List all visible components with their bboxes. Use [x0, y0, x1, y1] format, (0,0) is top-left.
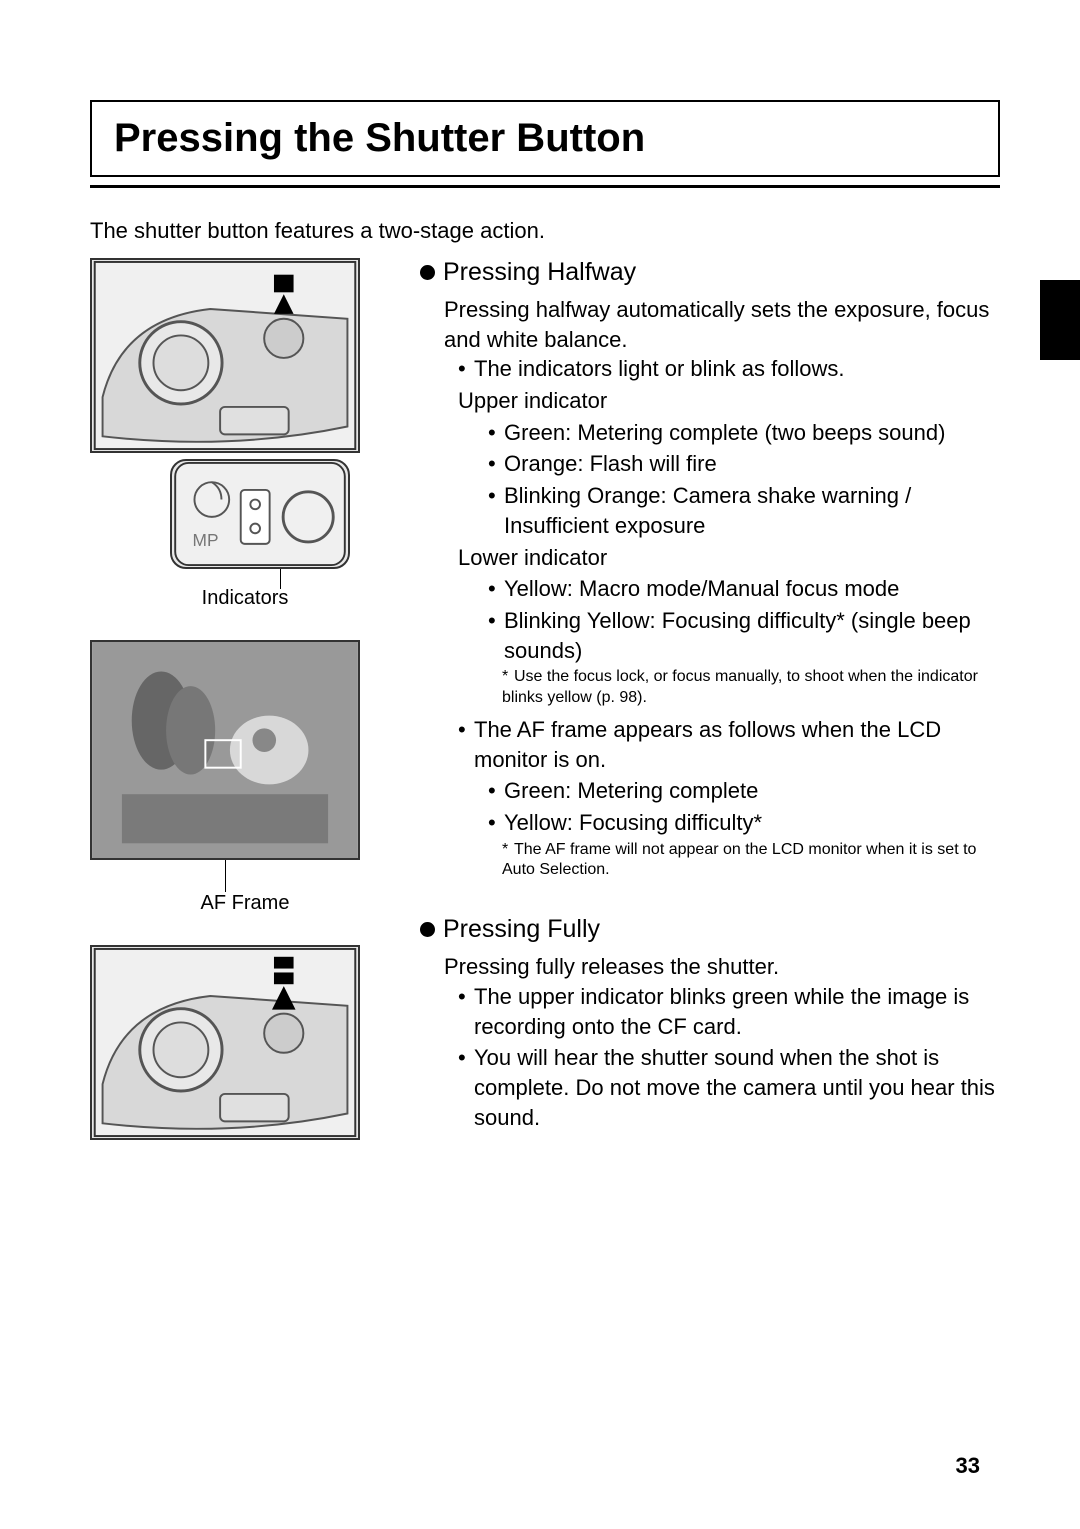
left-column: MP Indicators: [90, 258, 400, 1146]
intro-text: The shutter button features a two-stage …: [90, 218, 1000, 244]
bullet-dot: •: [458, 354, 474, 384]
figure-camera-full-press: [90, 945, 360, 1140]
bullet-dot: •: [488, 449, 504, 479]
af-frame-list: •Green: Metering complete •Yellow: Focus…: [458, 776, 1000, 837]
halfway-lead: Pressing halfway automatically sets the …: [444, 295, 1000, 354]
caption-af-frame: AF Frame: [90, 892, 400, 915]
item-text: You will hear the shutter sound when the…: [474, 1043, 1000, 1132]
list-item: •Yellow: Focusing difficulty*: [488, 808, 1000, 838]
right-column: Pressing Halfway Pressing halfway automa…: [400, 258, 1000, 1146]
bullet-dot: •: [488, 574, 504, 604]
section-halfway-heading: Pressing Halfway: [420, 258, 1000, 287]
heading-text-halfway: Pressing Halfway: [443, 258, 636, 287]
camera-half-press-svg: [92, 260, 358, 451]
section-fully-heading: Pressing Fully: [420, 915, 1000, 944]
bullet-dot: •: [488, 481, 504, 540]
indicators-svg: MP: [172, 461, 348, 567]
title-box: Pressing the Shutter Button: [90, 100, 1000, 177]
list-item: • The AF frame appears as follows when t…: [458, 715, 1000, 774]
item-text: The indicators light or blink as follows…: [474, 354, 845, 384]
item-text: The AF frame appears as follows when the…: [474, 715, 1000, 774]
fully-list: • The upper indicator blinks green while…: [444, 982, 1000, 1132]
list-item: • You will hear the shutter sound when t…: [458, 1043, 1000, 1132]
item-text: Yellow: Focusing difficulty*: [504, 808, 762, 838]
item-text: Green: Metering complete: [504, 776, 758, 806]
figure-camera-half-press: [90, 258, 360, 453]
upper-indicator-label: Upper indicator: [458, 386, 1000, 416]
footnote-text: Use the focus lock, or focus manually, t…: [502, 668, 978, 706]
halfway-list: • The indicators light or blink as follo…: [444, 354, 1000, 881]
pointer-line-indicators: [280, 569, 281, 589]
section-halfway-body: Pressing halfway automatically sets the …: [420, 295, 1000, 881]
lower-indicator-list: •Yellow: Macro mode/Manual focus mode •B…: [458, 574, 1000, 665]
content-columns: MP Indicators: [90, 258, 1000, 1146]
bullet-dot: •: [458, 715, 474, 774]
list-item: •Blinking Yellow: Focusing difficulty* (…: [488, 606, 1000, 665]
item-text: Yellow: Macro mode/Manual focus mode: [504, 574, 899, 604]
item-text: Blinking Orange: Camera shake warning / …: [504, 481, 1000, 540]
upper-indicator-list: •Green: Metering complete (two beeps sou…: [458, 418, 1000, 541]
asterisk: *: [502, 667, 514, 688]
footnote-2: *The AF frame will not appear on the LCD…: [458, 840, 1000, 882]
list-item: •Green: Metering complete (two beeps sou…: [488, 418, 1000, 448]
bullet-disc-icon: [420, 922, 435, 937]
asterisk: *: [502, 840, 514, 861]
list-item: • The indicators light or blink as follo…: [458, 354, 1000, 384]
item-text: Green: Metering complete (two beeps soun…: [504, 418, 945, 448]
list-item: •Green: Metering complete: [488, 776, 1000, 806]
bullet-dot: •: [488, 606, 504, 665]
lower-indicator-label: Lower indicator: [458, 543, 1000, 573]
list-item: •Yellow: Macro mode/Manual focus mode: [488, 574, 1000, 604]
fully-lead: Pressing fully releases the shutter.: [444, 952, 1000, 982]
footnote-text: The AF frame will not appear on the LCD …: [502, 841, 976, 879]
pointer-line-af: [225, 860, 226, 892]
list-item: • The upper indicator blinks green while…: [458, 982, 1000, 1041]
bullet-dot: •: [488, 418, 504, 448]
figure-indicators: MP: [170, 459, 350, 569]
item-text: Orange: Flash will fire: [504, 449, 717, 479]
item-text: Blinking Yellow: Focusing difficulty* (s…: [504, 606, 1000, 665]
page-number: 33: [956, 1453, 980, 1479]
item-text: The upper indicator blinks green while t…: [474, 982, 1000, 1041]
section-fully-body: Pressing fully releases the shutter. • T…: [420, 952, 1000, 1132]
title-underline: [90, 185, 1000, 188]
list-item: •Orange: Flash will fire: [488, 449, 1000, 479]
figure-indicators-wrap: MP: [90, 459, 400, 569]
svg-text:MP: MP: [193, 530, 219, 550]
footnote-1: *Use the focus lock, or focus manually, …: [458, 667, 1000, 709]
heading-text-fully: Pressing Fully: [443, 915, 600, 944]
figure-af-frame-wrap: [90, 640, 400, 860]
list-item: •Blinking Orange: Camera shake warning /…: [488, 481, 1000, 540]
bullet-dot: •: [488, 808, 504, 838]
bullet-dot: •: [458, 982, 474, 1041]
bullet-disc-icon: [420, 265, 435, 280]
figure-af-frame: [90, 640, 360, 860]
caption-indicators: Indicators: [90, 587, 400, 610]
af-frame-svg: [92, 642, 358, 858]
page-title: Pressing the Shutter Button: [114, 116, 976, 161]
side-tab: [1040, 280, 1080, 360]
camera-full-press-svg: [92, 947, 358, 1138]
bullet-dot: •: [488, 776, 504, 806]
bullet-dot: •: [458, 1043, 474, 1132]
